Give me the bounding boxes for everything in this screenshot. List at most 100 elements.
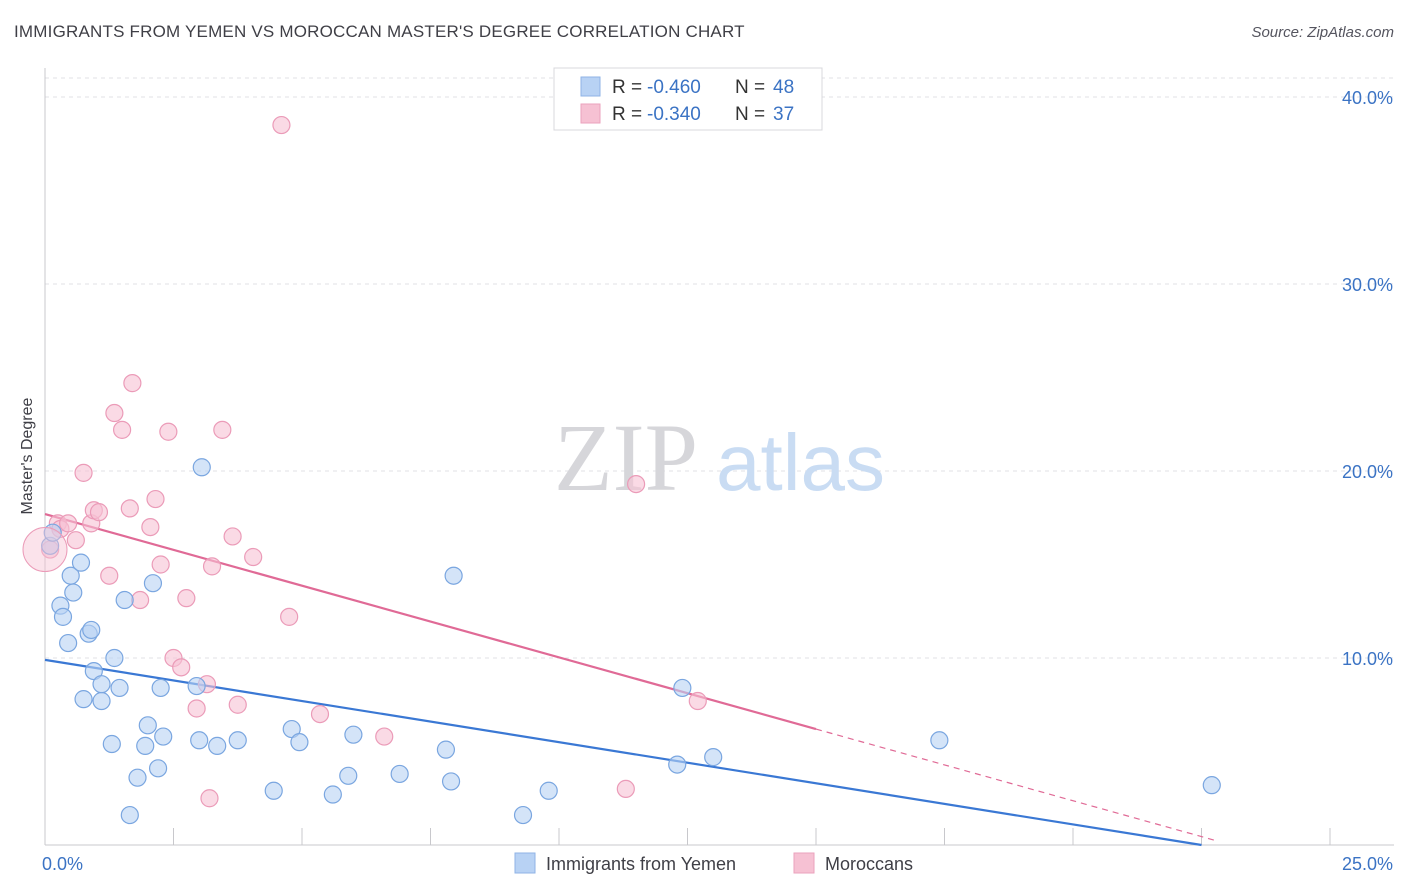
point-moroccans bbox=[280, 607, 299, 626]
point-moroccans bbox=[177, 589, 196, 608]
point-yemen bbox=[192, 458, 211, 477]
point-yemen bbox=[190, 731, 209, 750]
point-yemen bbox=[92, 691, 111, 711]
point-moroccans bbox=[228, 695, 247, 714]
point-yemen bbox=[115, 590, 134, 610]
y-tick-label: 40.0% bbox=[1342, 88, 1393, 108]
point-yemen bbox=[187, 676, 206, 696]
point-moroccans bbox=[616, 779, 635, 799]
point-yemen bbox=[64, 583, 83, 602]
point-moroccans bbox=[120, 499, 139, 518]
point-yemen bbox=[704, 748, 723, 767]
x-tick-label-min: 0.0% bbox=[42, 854, 83, 874]
point-moroccans bbox=[626, 474, 646, 494]
point-moroccans bbox=[202, 557, 222, 576]
legend-n-value-moroccans: 37 bbox=[773, 104, 794, 125]
point-moroccans bbox=[200, 789, 219, 808]
point-yemen bbox=[92, 675, 111, 694]
point-moroccans bbox=[100, 566, 119, 585]
point-yemen bbox=[513, 805, 533, 825]
point-yemen bbox=[143, 574, 163, 593]
point-yemen bbox=[151, 678, 170, 698]
trend-line-yemen bbox=[44, 658, 1202, 847]
point-yemen bbox=[53, 607, 73, 626]
point-yemen bbox=[102, 734, 121, 754]
point-moroccans bbox=[66, 531, 85, 550]
point-moroccans bbox=[130, 590, 150, 610]
legend-n-label-yemen: N = bbox=[735, 77, 765, 98]
watermark: ZIP atlas bbox=[554, 404, 885, 511]
watermark-atlas: atlas bbox=[716, 418, 885, 507]
source-label: Source: ZipAtlas.com bbox=[1251, 24, 1394, 41]
point-moroccans bbox=[89, 503, 109, 522]
point-moroccans-large bbox=[22, 527, 68, 573]
point-yemen bbox=[539, 781, 558, 800]
legend-n-value-yemen: 48 bbox=[773, 77, 794, 98]
point-moroccans bbox=[310, 704, 330, 724]
point-moroccans bbox=[112, 420, 132, 439]
data-points bbox=[22, 115, 1221, 825]
point-moroccans bbox=[172, 658, 191, 677]
point-yemen bbox=[444, 566, 463, 585]
point-moroccans bbox=[105, 403, 124, 423]
legend-r-label-moroccans: R = bbox=[612, 104, 642, 125]
point-yemen bbox=[71, 553, 91, 572]
point-yemen bbox=[105, 648, 124, 668]
point-yemen bbox=[74, 690, 93, 709]
point-yemen bbox=[930, 731, 949, 750]
point-yemen bbox=[138, 716, 157, 735]
y-tick-label: 10.0% bbox=[1342, 649, 1393, 669]
series-label-moroccans: Moroccans bbox=[825, 854, 913, 874]
point-yemen bbox=[120, 805, 139, 825]
point-moroccans bbox=[223, 527, 242, 546]
point-yemen bbox=[59, 633, 78, 653]
legend-swatch-moroccans bbox=[580, 103, 601, 124]
legend-swatch-yemen bbox=[580, 76, 601, 97]
y-axis-title: Master's Degree bbox=[19, 397, 36, 514]
legend-r-value-yemen: -0.460 bbox=[647, 77, 701, 98]
point-yemen bbox=[82, 620, 101, 640]
legend-r-value-moroccans: -0.340 bbox=[647, 104, 701, 125]
axes-layer bbox=[44, 68, 1394, 846]
legend-n-label-moroccans: N = bbox=[735, 104, 765, 125]
point-yemen bbox=[228, 731, 247, 750]
point-moroccans bbox=[187, 699, 206, 718]
point-yemen bbox=[441, 772, 461, 791]
point-moroccans bbox=[141, 517, 160, 537]
y-tick-label: 30.0% bbox=[1342, 275, 1393, 295]
watermark-zip: ZIP bbox=[554, 404, 698, 511]
y-tick-label: 20.0% bbox=[1342, 462, 1393, 482]
series-swatch-yemen bbox=[514, 852, 536, 874]
point-yemen bbox=[390, 764, 409, 784]
point-yemen bbox=[323, 785, 342, 804]
chart-title: IMMIGRANTS FROM YEMEN VS MOROCCAN MASTER… bbox=[14, 22, 745, 41]
point-yemen bbox=[436, 740, 456, 759]
point-yemen bbox=[290, 733, 309, 752]
point-yemen bbox=[673, 678, 692, 698]
x-tick-label-max: 25.0% bbox=[1342, 854, 1393, 874]
point-yemen bbox=[344, 725, 363, 744]
point-moroccans bbox=[146, 489, 165, 509]
point-yemen bbox=[110, 678, 129, 698]
point-moroccans bbox=[213, 420, 232, 439]
series-swatch-moroccans bbox=[793, 852, 815, 874]
point-yemen bbox=[208, 736, 227, 755]
legend-r-label-yemen: R = bbox=[612, 77, 642, 98]
point-moroccans bbox=[272, 115, 291, 135]
point-yemen bbox=[148, 759, 168, 778]
point-yemen bbox=[668, 755, 687, 774]
tick-labels: 10.0% 20.0% 30.0% 40.0% 0.0% 25.0% bbox=[42, 88, 1393, 874]
point-yemen bbox=[264, 781, 283, 800]
correlation-legend: R = -0.460 N = 48 R = -0.340 N = 37 bbox=[553, 67, 823, 131]
series-label-yemen: Immigrants from Yemen bbox=[546, 854, 736, 874]
point-yemen bbox=[136, 736, 155, 755]
point-moroccans bbox=[159, 422, 178, 441]
point-moroccans bbox=[74, 463, 93, 482]
point-moroccans bbox=[123, 374, 142, 393]
point-moroccans bbox=[375, 727, 394, 746]
point-yemen bbox=[339, 766, 358, 785]
point-yemen bbox=[154, 727, 173, 746]
point-yemen bbox=[1202, 776, 1221, 795]
point-moroccans bbox=[151, 555, 170, 574]
